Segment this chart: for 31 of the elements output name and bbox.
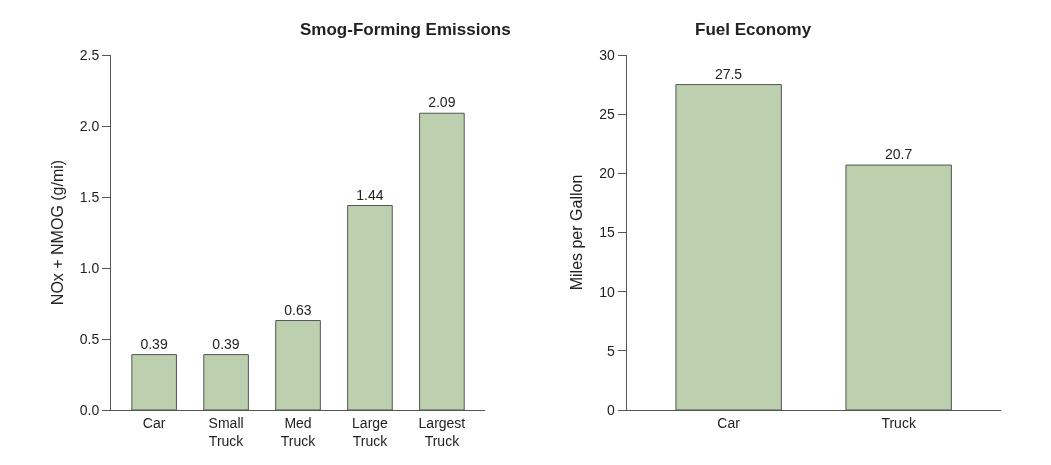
y-tick-label: 0.0	[79, 401, 100, 418]
x-tick-label: Car	[142, 414, 166, 431]
y-tick-label: 20	[599, 165, 616, 182]
data-label: 1.44	[356, 186, 384, 203]
data-label: 20.7	[884, 146, 913, 163]
y-tick-label: 10	[599, 283, 616, 300]
x-tick-label: Car	[717, 414, 741, 431]
data-label: 0.63	[284, 301, 312, 318]
data-label: 2.09	[428, 94, 456, 111]
y-tick-label: 0	[607, 401, 615, 418]
y-tick-label: 2.0	[79, 117, 100, 134]
y-tick-label: 30	[599, 46, 616, 63]
y-tick-label: 1.5	[79, 188, 100, 205]
y-axis-title: Miles per Gallon	[568, 174, 586, 291]
x-tick-label: Large Truck	[352, 414, 389, 449]
y-tick-label: 2.5	[79, 46, 100, 63]
chart-title: Smog-Forming Emissions	[300, 20, 511, 39]
x-tick-label: Largest Truck	[418, 414, 466, 449]
data-label: 0.39	[140, 335, 168, 352]
y-tick-label: 15	[599, 224, 616, 241]
y-tick-label: 0.5	[79, 330, 100, 347]
x-tick-label: Truck	[881, 414, 917, 431]
chart-title: Fuel Economy	[695, 20, 812, 39]
y-tick-label: 25	[599, 106, 616, 123]
y-axis-title: NOx + NMOG (g/mi)	[48, 159, 66, 306]
x-tick-label: Small Truck	[208, 414, 245, 449]
x-tick-label: Med Truck	[280, 414, 317, 449]
data-label: 0.39	[212, 335, 240, 352]
y-tick-label: 1.0	[79, 259, 100, 276]
data-label: 27.5	[714, 65, 743, 82]
y-tick-label: 5	[607, 342, 615, 359]
